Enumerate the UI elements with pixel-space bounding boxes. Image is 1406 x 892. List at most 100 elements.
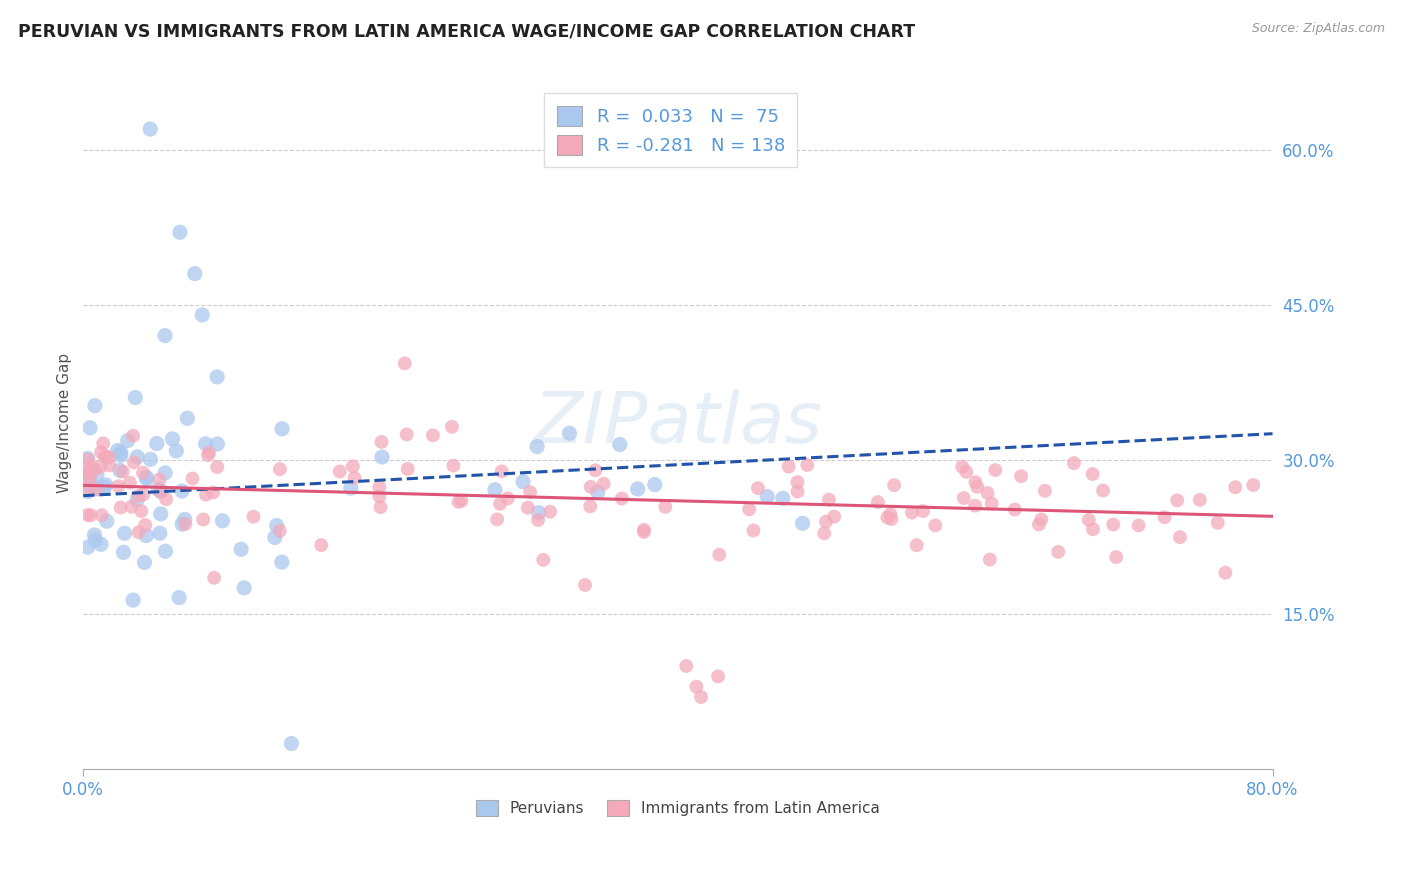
Point xyxy=(778,459,800,474)
Point xyxy=(531,553,554,567)
Point xyxy=(263,531,285,545)
Point xyxy=(108,463,131,477)
Point xyxy=(134,556,156,570)
Point xyxy=(340,481,363,495)
Point xyxy=(122,429,145,443)
Point xyxy=(1153,510,1175,524)
Point xyxy=(94,450,117,464)
Point xyxy=(1081,467,1104,481)
Point xyxy=(84,399,107,413)
Point xyxy=(269,462,291,476)
Text: Source: ZipAtlas.com: Source: ZipAtlas.com xyxy=(1251,22,1385,36)
Point xyxy=(76,468,98,483)
Point xyxy=(1063,456,1085,470)
Point xyxy=(229,542,252,557)
Point xyxy=(191,512,214,526)
Point xyxy=(368,489,391,503)
Point xyxy=(169,225,191,239)
Point xyxy=(266,518,288,533)
Point xyxy=(93,480,115,494)
Point xyxy=(86,468,108,483)
Point xyxy=(965,499,987,513)
Legend: Peruvians, Immigrants from Latin America: Peruvians, Immigrants from Latin America xyxy=(468,792,887,824)
Point xyxy=(966,480,988,494)
Point xyxy=(271,422,294,436)
Point xyxy=(80,508,103,523)
Point xyxy=(538,505,561,519)
Point xyxy=(79,474,101,488)
Point xyxy=(1010,469,1032,483)
Point xyxy=(117,434,139,448)
Point xyxy=(202,571,225,585)
Point xyxy=(170,483,193,498)
Point xyxy=(98,458,121,473)
Point xyxy=(952,491,974,505)
Point xyxy=(610,491,633,506)
Point xyxy=(707,669,730,683)
Point xyxy=(114,526,136,541)
Point xyxy=(1188,492,1211,507)
Point xyxy=(153,328,176,343)
Point xyxy=(792,516,814,531)
Point xyxy=(155,544,177,558)
Point xyxy=(527,513,550,527)
Point xyxy=(128,489,150,503)
Point xyxy=(135,472,157,486)
Point xyxy=(139,122,162,136)
Point xyxy=(979,552,1001,566)
Point xyxy=(111,465,134,479)
Point xyxy=(124,391,146,405)
Point xyxy=(394,356,416,370)
Point xyxy=(153,466,176,480)
Point xyxy=(148,473,170,487)
Point xyxy=(489,497,512,511)
Point xyxy=(690,690,713,704)
Point xyxy=(107,479,129,493)
Point xyxy=(526,440,548,454)
Point xyxy=(901,506,924,520)
Point xyxy=(1077,513,1099,527)
Point xyxy=(202,485,225,500)
Point xyxy=(1033,483,1056,498)
Point xyxy=(80,458,103,473)
Point xyxy=(76,484,98,499)
Point xyxy=(134,518,156,533)
Point xyxy=(786,484,808,499)
Point xyxy=(155,492,177,507)
Point xyxy=(76,508,98,522)
Point xyxy=(1206,516,1229,530)
Point xyxy=(786,475,808,490)
Point xyxy=(90,459,112,474)
Point xyxy=(772,491,794,506)
Point xyxy=(139,452,162,467)
Point xyxy=(107,443,129,458)
Point xyxy=(491,464,513,478)
Point xyxy=(122,593,145,607)
Point xyxy=(1004,502,1026,516)
Point xyxy=(742,524,765,538)
Point xyxy=(440,419,463,434)
Point xyxy=(654,500,676,514)
Point xyxy=(132,487,155,501)
Text: ZIPatlas: ZIPatlas xyxy=(533,389,823,458)
Point xyxy=(1215,566,1237,580)
Point xyxy=(976,486,998,500)
Point xyxy=(122,455,145,469)
Point xyxy=(76,451,98,466)
Point xyxy=(329,465,352,479)
Point xyxy=(685,680,707,694)
Y-axis label: Wage/Income Gap: Wage/Income Gap xyxy=(58,353,72,493)
Point xyxy=(76,482,98,496)
Point xyxy=(675,659,697,673)
Point xyxy=(883,478,905,492)
Point xyxy=(370,434,392,449)
Point xyxy=(484,483,506,497)
Point xyxy=(579,480,602,494)
Point xyxy=(558,426,581,441)
Point xyxy=(149,507,172,521)
Point xyxy=(280,737,302,751)
Point xyxy=(194,488,217,502)
Point xyxy=(644,477,666,491)
Point xyxy=(90,508,112,523)
Point xyxy=(86,483,108,497)
